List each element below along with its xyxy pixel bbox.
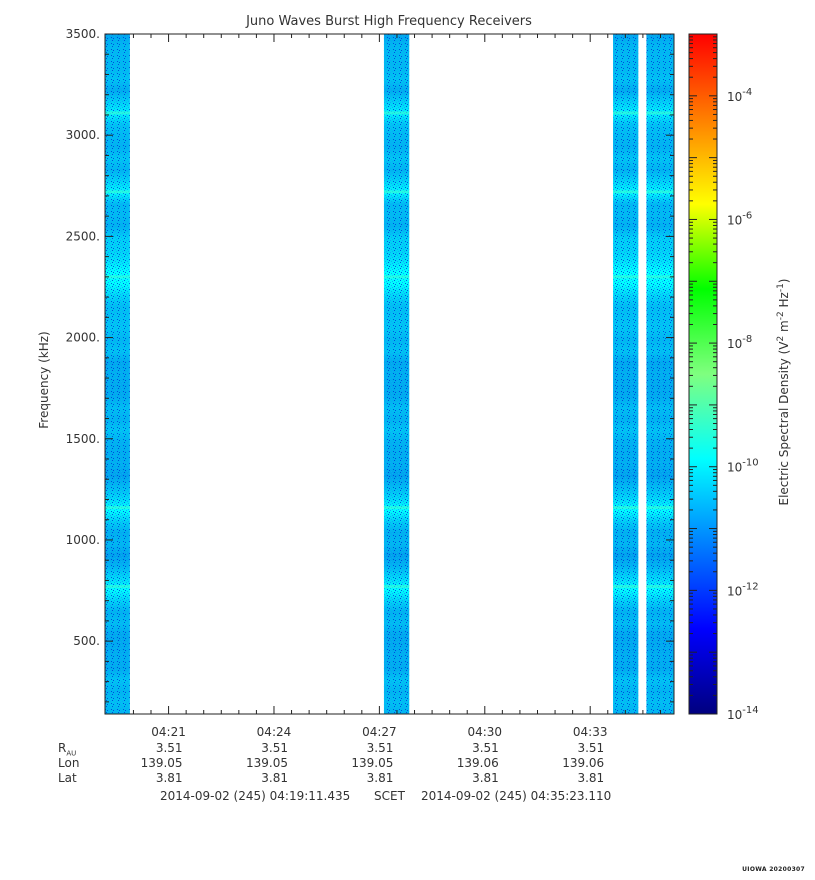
lon-value: 139.05 <box>140 756 183 770</box>
lat-value: 3.81 <box>366 771 394 785</box>
plot-axes <box>104 33 675 715</box>
y-axis-label: Frequency (kHz) <box>37 331 51 428</box>
spectrogram-data <box>104 34 674 714</box>
y-tick-label: 3500. <box>66 27 100 41</box>
time-range-start: 2014-09-02 (245) 04:19:11.435 <box>160 789 351 803</box>
lat-value: 3.81 <box>577 771 605 785</box>
x-axis-ticks: 04:21 04:24 04:27 04:30 04:33 <box>132 34 661 739</box>
r-au-value: 3.51 <box>155 741 183 755</box>
processing-stamp: UIOWA 20200307 <box>742 866 805 873</box>
scet-label: SCET <box>374 789 405 803</box>
lat-value: 3.81 <box>472 771 499 785</box>
y-tick-label: 1500. <box>66 432 100 446</box>
x-tick-label: 04:33 <box>573 725 608 739</box>
y-tick-label: 2500. <box>66 229 100 243</box>
time-range-end: 2014-09-02 (245) 04:35:23.110 <box>421 789 612 803</box>
data-stripe-1 <box>104 34 130 714</box>
r-au-label: RAU <box>58 741 77 758</box>
data-stripe-4 <box>646 34 674 714</box>
lat-label: Lat <box>58 771 77 785</box>
colorbar <box>688 33 718 715</box>
r-au-value: 3.51 <box>577 741 605 755</box>
colorbar-tick-label: 10-8 <box>727 334 752 351</box>
colorbar-tick-label: 10-14 <box>727 705 759 722</box>
lat-value: 3.81 <box>155 771 183 785</box>
r-au-value: 3.51 <box>366 741 394 755</box>
r-au-value: 3.51 <box>261 741 288 755</box>
y-axis-ticks: 500. 1000. 1500. 2000. 2500. 3000. 3500. <box>66 27 674 703</box>
chart-title: Juno Waves Burst High Frequency Receiver… <box>245 14 532 29</box>
lon-value: 139.05 <box>351 756 394 770</box>
colorbar-ticks: 10-4 10-6 10-8 10-10 10-12 10-14 <box>689 33 759 722</box>
y-tick-label: 2000. <box>66 331 100 345</box>
r-au-value: 3.51 <box>472 741 499 755</box>
lat-value: 3.81 <box>261 771 288 785</box>
x-tick-label: 04:21 <box>151 725 186 739</box>
colorbar-tick-label: 10-12 <box>727 581 759 598</box>
colorbar-tick-label: 10-6 <box>727 210 752 227</box>
y-tick-label: 1000. <box>66 533 100 547</box>
lon-value: 139.06 <box>456 756 499 770</box>
x-tick-label: 04:30 <box>467 725 502 739</box>
colorbar-scale <box>688 33 718 715</box>
x-tick-label: 04:27 <box>362 725 397 739</box>
x-tick-label: 04:24 <box>257 725 292 739</box>
data-stripe-2 <box>383 34 410 714</box>
y-tick-label: 500. <box>73 634 100 648</box>
lon-label: Lon <box>58 756 80 770</box>
colorbar-tick-label: 10-10 <box>727 458 759 475</box>
lon-value: 139.06 <box>562 756 605 770</box>
colorbar-label: Electric Spectral Density (V2 m-2 Hz-1) <box>776 278 791 505</box>
y-tick-label: 3000. <box>66 128 100 142</box>
colorbar-tick-label: 10-4 <box>727 87 752 104</box>
data-stripe-3 <box>613 34 639 714</box>
lon-value: 139.05 <box>245 756 288 770</box>
